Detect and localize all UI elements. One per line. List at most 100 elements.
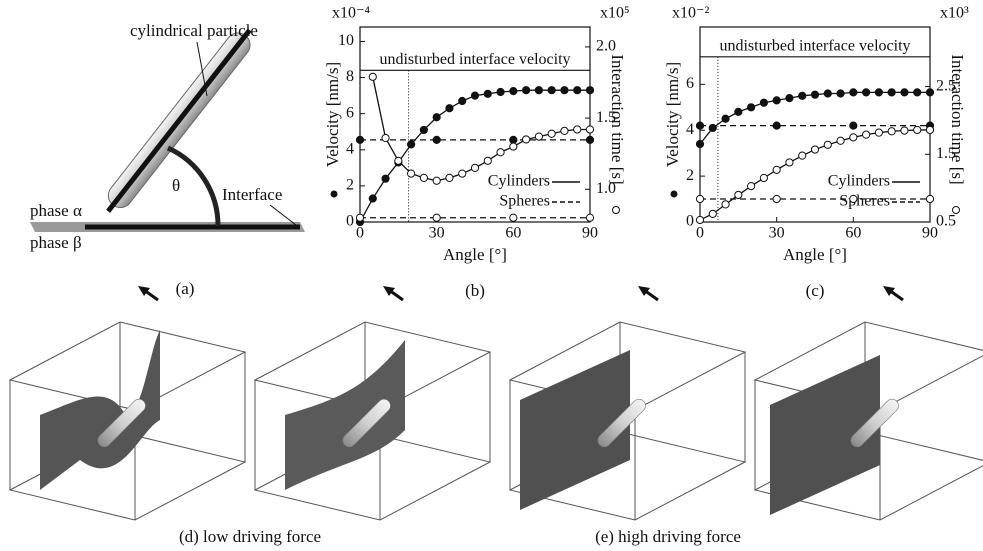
figure: cylindrical particle phase α θ Interface… <box>0 0 983 551</box>
panel-caption: (e) high driving force <box>595 527 741 546</box>
data-point <box>356 136 363 143</box>
data-point <box>408 141 415 148</box>
data-point <box>748 183 755 190</box>
data-point <box>433 177 440 184</box>
data-point <box>760 174 767 181</box>
x-tick-label: 0 <box>696 225 704 242</box>
data-point <box>484 90 491 97</box>
reference-label: undisturbed interface velocity <box>379 51 570 68</box>
y-tick-label: 2 <box>346 177 354 194</box>
data-point <box>356 214 363 221</box>
data-point <box>420 126 427 133</box>
data-point <box>510 143 517 150</box>
y-tick-label: 6 <box>346 104 354 121</box>
sim-box <box>10 286 245 520</box>
data-point <box>824 141 831 148</box>
data-point <box>433 114 440 121</box>
y2-axis-glyph <box>953 207 960 214</box>
data-point <box>497 88 504 95</box>
series-line <box>700 130 930 220</box>
y-tick-label: 6 <box>686 75 694 92</box>
label: phase β <box>30 233 82 252</box>
y-tick-label: 0 <box>346 213 354 230</box>
data-point <box>811 91 818 98</box>
simulation-views: (d) low driving force (e) high driving f… <box>10 286 983 546</box>
data-point <box>748 104 755 111</box>
data-point <box>548 130 555 137</box>
data-point <box>369 195 376 202</box>
y-scale: x10⁻⁴ <box>332 5 370 22</box>
data-point <box>773 195 780 202</box>
data-point <box>574 87 581 94</box>
label: Interface <box>222 185 282 204</box>
data-point <box>696 216 703 223</box>
data-point <box>446 174 453 181</box>
data-point <box>926 126 933 133</box>
y2-scale: x10⁵ <box>600 5 630 22</box>
data-point <box>888 89 895 96</box>
data-point <box>875 89 882 96</box>
data-point <box>382 175 389 182</box>
x-tick-label: 30 <box>429 225 445 242</box>
data-point <box>574 126 581 133</box>
data-point <box>696 140 703 147</box>
data-point <box>786 95 793 102</box>
data-point <box>433 136 440 143</box>
data-point <box>773 166 780 173</box>
data-point <box>799 152 806 159</box>
legend-label: Spheres <box>839 193 890 210</box>
data-point <box>863 89 870 96</box>
label: cylindrical particle <box>130 21 258 40</box>
data-point <box>586 136 593 143</box>
data-point <box>586 126 593 133</box>
data-point <box>561 127 568 134</box>
data-point <box>914 126 921 133</box>
data-point <box>459 97 466 104</box>
y-tick-label: 10 <box>338 32 354 49</box>
data-point <box>510 87 517 94</box>
data-point <box>799 92 806 99</box>
y2-tick-label: 0.5 <box>936 213 956 230</box>
data-point <box>837 90 844 97</box>
y-tick-label: 8 <box>346 68 354 85</box>
data-point <box>510 136 517 143</box>
data-point <box>773 122 780 129</box>
data-point <box>709 210 716 217</box>
data-point <box>850 122 857 129</box>
data-point <box>760 99 767 106</box>
data-point <box>888 128 895 135</box>
panel-caption: (d) low driving force <box>179 527 321 546</box>
y-axis-label: Velocity [nm/s] <box>663 62 682 167</box>
data-point <box>863 131 870 138</box>
data-point <box>875 129 882 136</box>
series-line <box>373 77 590 181</box>
data-point <box>459 170 466 177</box>
data-point <box>837 137 844 144</box>
data-point <box>420 174 427 181</box>
legend-label: Spheres <box>499 193 550 210</box>
data-point <box>901 127 908 134</box>
panel-caption: (a) <box>176 279 195 298</box>
data-point <box>926 195 933 202</box>
y-tick-label: 2 <box>686 167 694 184</box>
y-tick-label: 4 <box>686 121 694 138</box>
y2-axis-glyph <box>613 207 620 214</box>
data-point <box>523 87 530 94</box>
data-point <box>586 214 593 221</box>
y-tick-label: 4 <box>346 140 354 157</box>
sim-box <box>755 286 983 520</box>
y-scale: x10⁻² <box>672 5 709 22</box>
x-axis-label: Angle [°] <box>783 245 847 264</box>
data-point <box>850 89 857 96</box>
data-point <box>586 87 593 94</box>
label: θ <box>172 176 180 195</box>
data-point <box>735 108 742 115</box>
series-line <box>700 92 930 144</box>
legend-label: Cylinders <box>828 173 890 190</box>
x-tick-label: 60 <box>845 225 861 242</box>
reference-label: undisturbed interface velocity <box>719 37 910 54</box>
data-point <box>850 195 857 202</box>
data-point <box>926 89 933 96</box>
data-point <box>811 146 818 153</box>
label: phase α <box>30 201 82 220</box>
